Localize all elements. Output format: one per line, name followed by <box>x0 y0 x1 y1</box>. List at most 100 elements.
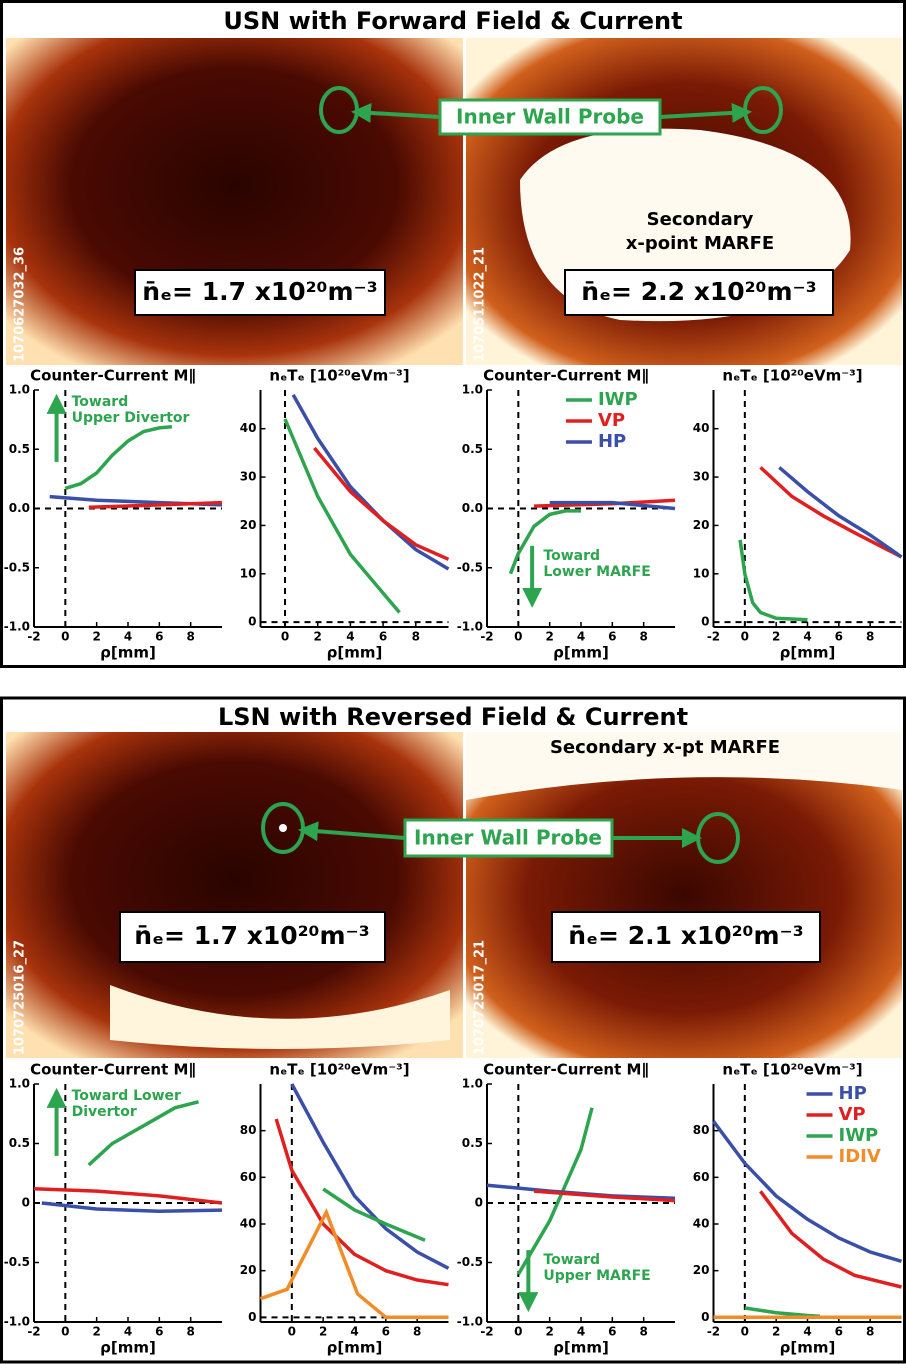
annotation: Toward <box>72 394 129 410</box>
label-box <box>438 98 662 136</box>
chart-title: nₑTₑ [10²⁰eVm⁻³] <box>269 367 409 385</box>
series-line <box>290 1083 450 1270</box>
panel-frame <box>0 696 906 1364</box>
arrow <box>659 102 752 123</box>
x-tick-label: 2 <box>92 1325 100 1339</box>
probe-spot <box>279 824 287 832</box>
series-line <box>259 1207 449 1320</box>
x-tick-label: 6 <box>835 630 843 644</box>
x-tick-label: -2 <box>27 1325 40 1339</box>
annotation: Divertor <box>72 1104 137 1120</box>
y-tick-label: 20 <box>240 1263 257 1277</box>
x-tick-label: 8 <box>639 1325 647 1339</box>
series-line <box>712 1120 902 1263</box>
probe-label: Inner Wall Probe <box>456 105 644 129</box>
density-box <box>564 269 834 316</box>
annotation: Toward Lower <box>72 1088 181 1104</box>
series-line <box>744 1306 821 1318</box>
series-line <box>291 393 450 571</box>
y-tick-label: -0.5 <box>4 560 30 574</box>
series-line <box>759 1190 902 1289</box>
y-tick-label: 40 <box>240 421 257 435</box>
shot-number: 1070725017_21 <box>473 940 488 1055</box>
y-tick-label: 0 <box>701 1310 709 1324</box>
x-tick-label: 6 <box>155 1325 163 1339</box>
label-box <box>403 818 614 858</box>
x-axis-label: ρ[mm] <box>327 644 383 662</box>
x-tick-label: 8 <box>866 630 874 644</box>
x-tick-label: 2 <box>92 630 100 644</box>
x-tick-label: -2 <box>27 630 40 644</box>
y-tick-label: -1.0 <box>457 1315 483 1329</box>
series-line <box>33 1186 223 1205</box>
y-tick-label: 0.5 <box>462 1136 483 1150</box>
series-line <box>64 424 173 491</box>
x-tick-label: 0 <box>61 630 69 644</box>
x-tick-label: -2 <box>707 630 720 644</box>
density-box <box>134 269 386 316</box>
x-tick-label: 0 <box>281 630 289 644</box>
chart-title: nₑTₑ [10²⁰eVm⁻³] <box>722 367 862 385</box>
x-tick-label: 2 <box>545 1325 553 1339</box>
x-tick-label: 6 <box>835 1325 843 1339</box>
y-tick-label: 80 <box>693 1123 710 1137</box>
legend-label: VP <box>598 410 625 431</box>
x-tick-label: -2 <box>707 1325 720 1339</box>
y-tick-label: 0.0 <box>9 501 30 515</box>
density-box <box>119 911 386 963</box>
x-tick-label: 8 <box>412 630 420 644</box>
x-tick-label: 4 <box>124 630 132 644</box>
marfe-glow <box>466 732 902 800</box>
density: n̄ₑ= 1.7 x10²⁰m⁻³ <box>142 277 377 306</box>
y-tick-label: 40 <box>693 1217 710 1231</box>
series-line <box>313 446 450 561</box>
y-tick-label: 0.0 <box>462 501 483 515</box>
y-tick-label: 1.0 <box>462 1077 483 1091</box>
x-tick-label: 6 <box>382 1325 390 1339</box>
series-line <box>41 1201 223 1214</box>
y-tick-label: -0.5 <box>4 1255 30 1269</box>
y-tick-label: 1.0 <box>462 383 483 397</box>
y-tick-label: 60 <box>693 1170 710 1184</box>
x-tick-label: 6 <box>379 630 387 644</box>
note: x-point MARFE <box>626 233 774 254</box>
series-line <box>759 466 903 559</box>
x-axis-label: ρ[mm] <box>553 1339 609 1357</box>
camera-image <box>6 732 463 1058</box>
note: Secondary x-pt MARFE <box>550 737 780 758</box>
x-tick-label: 8 <box>186 1325 194 1339</box>
x-tick-label: 0 <box>288 1325 296 1339</box>
y-tick-label: -1.0 <box>457 620 483 634</box>
y-tick-label: 20 <box>693 518 710 532</box>
y-tick-label: -1.0 <box>4 620 30 634</box>
x-tick-label: 0 <box>61 1325 69 1339</box>
series-line <box>778 466 903 559</box>
series-line <box>549 500 676 511</box>
y-tick-label: 0 <box>701 615 709 629</box>
y-tick-label: 30 <box>240 470 257 484</box>
y-tick-label: 1.0 <box>9 383 30 397</box>
chart-title: Counter-Current M∥ <box>483 367 649 385</box>
chart-title: Counter-Current M∥ <box>30 1061 196 1079</box>
x-axis-label: ρ[mm] <box>553 644 609 662</box>
legend-label: IDIV <box>839 1146 881 1167</box>
x-tick-label: 0 <box>514 1325 522 1339</box>
y-tick-label: 0.5 <box>9 442 30 456</box>
legend-label: VP <box>839 1104 866 1125</box>
panel-title: LSN with Reversed Field & Current <box>218 703 688 731</box>
divertor-glow <box>110 985 450 1049</box>
series-line <box>738 539 808 622</box>
x-tick-label: 8 <box>639 630 647 644</box>
density: n̄ₑ= 1.7 x10²⁰m⁻³ <box>134 921 369 950</box>
x-tick-label: 4 <box>350 1325 358 1339</box>
x-tick-label: 8 <box>186 630 194 644</box>
annotation: Toward <box>543 548 600 564</box>
legend-label: IWP <box>839 1125 879 1146</box>
x-tick-label: 2 <box>545 630 553 644</box>
arrow <box>298 821 406 842</box>
chart-title: nₑTₑ [10²⁰eVm⁻³] <box>269 1061 409 1079</box>
y-tick-label: 0.5 <box>462 442 483 456</box>
y-tick-label: 20 <box>693 1263 710 1277</box>
series-line <box>533 1189 676 1203</box>
